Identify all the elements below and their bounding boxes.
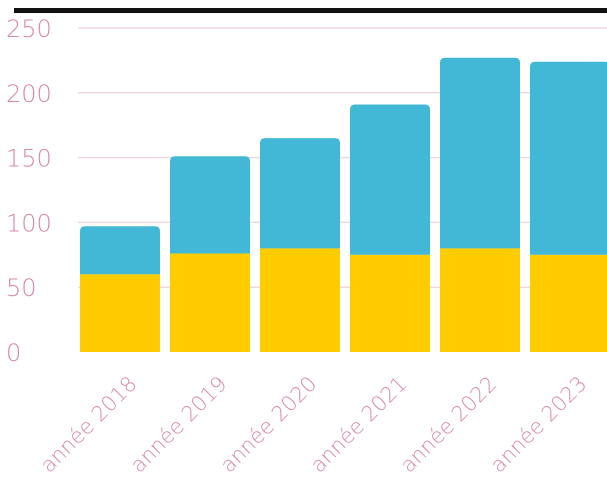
bars	[80, 57, 607, 352]
bar-segment-2	[350, 104, 430, 255]
bar-segment-2	[530, 61, 607, 255]
bar-segment-1	[530, 254, 607, 352]
bar-segment-2	[260, 138, 340, 249]
y-axis-tick-labels: 0 50 100 150 200 250	[6, 15, 52, 367]
bar-segment-2	[170, 156, 250, 254]
y-tick-label: 200	[6, 80, 52, 108]
y-tick-label: 150	[6, 145, 52, 173]
y-tick-label: 250	[6, 15, 52, 43]
bar-segment-2	[440, 57, 520, 249]
bar-segment-1	[440, 248, 520, 352]
bar-segment-1	[260, 248, 340, 352]
y-tick-label: 0	[6, 339, 21, 367]
bar-segment-1	[350, 254, 430, 352]
bar-segment-2	[80, 226, 160, 275]
bar-segment-1	[80, 274, 160, 352]
y-tick-label: 50	[6, 274, 37, 302]
bar-segment-1	[170, 253, 250, 352]
x-category-label: année 2023	[486, 372, 592, 478]
title-strip	[0, 0, 607, 14]
title-strip-bar	[14, 8, 607, 13]
y-tick-label: 100	[6, 209, 52, 237]
